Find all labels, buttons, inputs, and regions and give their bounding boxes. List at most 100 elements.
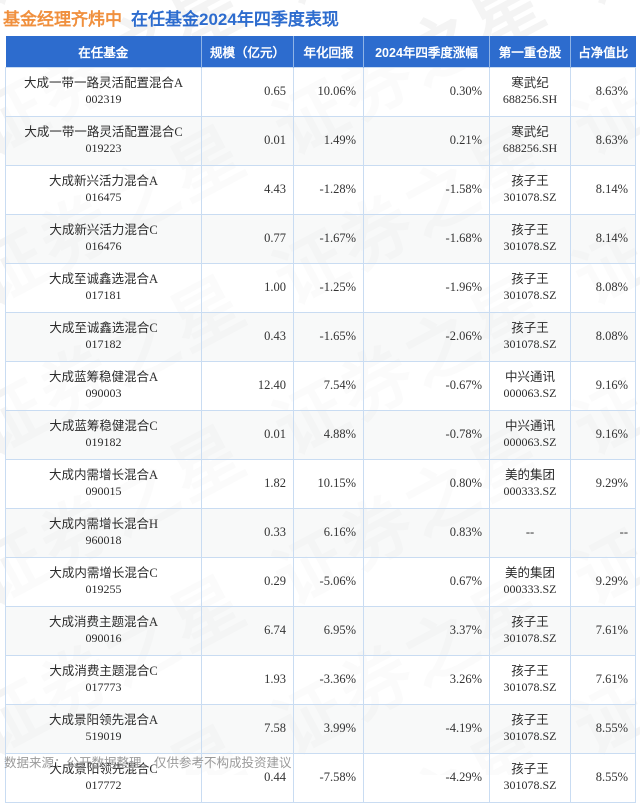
column-header-q4-change: 2024年四季度涨幅: [363, 36, 490, 67]
cell-fund-name[interactable]: 大成新兴活力混合A 016475: [5, 164, 202, 215]
table-row[interactable]: 大成蓝筹稳健混合C 019182 0.01 4.88% -0.78% 中兴通讯 000063…: [5, 409, 636, 460]
cell-annualized-return: 4.88%: [293, 409, 364, 460]
cell-fund-name[interactable]: 大成蓝筹稳健混合C 019182: [5, 409, 202, 460]
cell-q4-change: 0.67%: [363, 556, 490, 607]
top-stock-name-text: 孩子王: [511, 664, 549, 679]
cell-fund-name[interactable]: 大成消费主题混合C 017773: [5, 654, 202, 705]
cell-top-stock[interactable]: 美的集团 000333.SZ: [489, 458, 571, 509]
column-header-annualized: 年化回报: [293, 36, 364, 67]
top-stock-name-text: 孩子王: [511, 223, 549, 238]
cell-fund-name[interactable]: 大成一带一路灵活配置混合C 019223: [5, 115, 202, 166]
cell-top-stock[interactable]: 孩子王 301078.SZ: [489, 262, 571, 313]
cell-scale: 4.43: [201, 164, 294, 215]
cell-top-stock[interactable]: 孩子王 301078.SZ: [489, 213, 571, 264]
table-row[interactable]: 大成一带一路灵活配置混合A 002319 0.65 10.06% 0.30% 寒武纪 688…: [5, 66, 636, 117]
table-row[interactable]: 大成一带一路灵活配置混合C 019223 0.01 1.49% 0.21% 寒武纪 6882…: [5, 115, 636, 166]
top-stock-code-text: 301078.SZ: [503, 287, 557, 302]
cell-fund-name[interactable]: 大成至诚鑫选混合A 017181: [5, 262, 202, 313]
cell-scale: 0.43: [201, 311, 294, 362]
top-stock-name-text: 寒武纪: [511, 76, 549, 91]
fund-name-text: 大成新兴活力混合A: [48, 174, 159, 189]
cell-annualized-return: -7.58%: [293, 752, 364, 803]
top-stock-code-text: 301078.SZ: [503, 728, 557, 743]
cell-scale: 1.93: [201, 654, 294, 705]
cell-annualized-return: -1.25%: [293, 262, 364, 313]
table-row[interactable]: 大成至诚鑫选混合A 017181 1.00 -1.25% -1.96% 孩子王 301078…: [5, 262, 636, 313]
cell-scale: 0.01: [201, 115, 294, 166]
cell-scale: 1.82: [201, 458, 294, 509]
cell-net-value-pct: 8.14%: [570, 164, 636, 215]
table-header: 在任基金 规模（亿元） 年化回报 2024年四季度涨幅 第一重仓股 占净值比: [5, 36, 636, 67]
cell-top-stock[interactable]: 孩子王 301078.SZ: [489, 164, 571, 215]
fund-code-text: 016475: [85, 189, 122, 204]
cell-net-value-pct: 8.63%: [570, 66, 636, 117]
top-stock-name-text: 美的集团: [504, 566, 555, 581]
top-stock-code-text: 301078.SZ: [503, 238, 557, 253]
fund-name-text: 大成蓝筹稳健混合A: [48, 370, 159, 385]
table-body: 大成一带一路灵活配置混合A 002319 0.65 10.06% 0.30% 寒武纪 688…: [5, 66, 636, 803]
table-row[interactable]: 大成新兴活力混合A 016475 4.43 -1.28% -1.58% 孩子王 301078…: [5, 164, 636, 215]
column-header-top-stock: 第一重仓股: [489, 36, 571, 67]
cell-fund-name[interactable]: 大成消费主题混合A 090016: [5, 605, 202, 656]
cell-net-value-pct: 8.08%: [570, 311, 636, 362]
cell-top-stock[interactable]: 孩子王 301078.SZ: [489, 311, 571, 362]
cell-fund-name[interactable]: 大成一带一路灵活配置混合A 002319: [5, 66, 202, 117]
table-row[interactable]: 大成内需增长混合H 960018 0.33 6.16% 0.83% -- --: [5, 507, 636, 558]
cell-q4-change: -4.29%: [363, 752, 490, 803]
column-header-fund-name: 在任基金: [5, 36, 202, 67]
table-row[interactable]: 大成至诚鑫选混合C 017182 0.43 -1.65% -2.06% 孩子王 301078…: [5, 311, 636, 362]
cell-fund-name[interactable]: 大成至诚鑫选混合C 017182: [5, 311, 202, 362]
cell-net-value-pct: 9.16%: [570, 409, 636, 460]
fund-code-text: 960018: [85, 532, 122, 547]
top-stock-code-text: 301078.SZ: [503, 777, 557, 792]
table-row[interactable]: 大成消费主题混合C 017773 1.93 -3.36% 3.26% 孩子王 301078.…: [5, 654, 636, 705]
cell-annualized-return: -1.65%: [293, 311, 364, 362]
cell-annualized-return: 6.16%: [293, 507, 364, 558]
cell-q4-change: 0.30%: [363, 66, 490, 117]
table-row[interactable]: 大成消费主题混合A 090016 6.74 6.95% 3.37% 孩子王 301078.S…: [5, 605, 636, 656]
cell-top-stock[interactable]: 美的集团 000333.SZ: [489, 556, 571, 607]
cell-top-stock[interactable]: 孩子王 301078.SZ: [489, 703, 571, 754]
fund-name-text: 大成内需增长混合H: [48, 517, 159, 532]
cell-fund-name[interactable]: 大成内需增长混合A 090015: [5, 458, 202, 509]
cell-scale: 0.77: [201, 213, 294, 264]
fund-name-text: 大成一带一路灵活配置混合A: [23, 76, 184, 91]
cell-annualized-return: 1.49%: [293, 115, 364, 166]
top-stock-code-text: 688256.SH: [502, 91, 558, 106]
cell-top-stock[interactable]: --: [489, 507, 571, 558]
cell-fund-name[interactable]: 大成内需增长混合C 019255: [5, 556, 202, 607]
cell-scale: 6.74: [201, 605, 294, 656]
fund-name-text: 大成内需增长混合A: [48, 468, 159, 483]
cell-scale: 1.00: [201, 262, 294, 313]
fund-code-text: 017772: [85, 777, 122, 792]
top-stock-name-text: 孩子王: [511, 272, 549, 287]
top-stock-name-text: 中兴通讯: [504, 419, 555, 434]
cell-fund-name[interactable]: 大成蓝筹稳健混合A 090003: [5, 360, 202, 411]
cell-net-value-pct: 9.16%: [570, 360, 636, 411]
fund-name-text: 大成至诚鑫选混合A: [48, 272, 159, 287]
table-row[interactable]: 大成蓝筹稳健混合A 090003 12.40 7.54% -0.67% 中兴通讯 00006…: [5, 360, 636, 411]
column-header-net-value-pct: 占净值比: [570, 36, 636, 67]
top-stock-name-text: --: [525, 525, 535, 540]
cell-top-stock[interactable]: 孩子王 301078.SZ: [489, 752, 571, 803]
cell-top-stock[interactable]: 寒武纪 688256.SH: [489, 66, 571, 117]
cell-annualized-return: -1.28%: [293, 164, 364, 215]
top-stock-name-text: 寒武纪: [511, 125, 549, 140]
cell-fund-name[interactable]: 大成景阳领先混合A 519019: [5, 703, 202, 754]
table-row[interactable]: 大成景阳领先混合A 519019 7.58 3.99% -4.19% 孩子王 301078.…: [5, 703, 636, 754]
fund-name-text: 大成消费主题混合C: [49, 664, 158, 679]
table-row[interactable]: 大成新兴活力混合C 016476 0.77 -1.67% -1.68% 孩子王 301078…: [5, 213, 636, 264]
cell-fund-name[interactable]: 大成内需增长混合H 960018: [5, 507, 202, 558]
cell-net-value-pct: 8.55%: [570, 703, 636, 754]
cell-top-stock[interactable]: 孩子王 301078.SZ: [489, 605, 571, 656]
cell-top-stock[interactable]: 中兴通讯 000063.SZ: [489, 409, 571, 460]
cell-net-value-pct: 7.61%: [570, 605, 636, 656]
cell-top-stock[interactable]: 寒武纪 688256.SH: [489, 115, 571, 166]
fund-name-text: 大成景阳领先混合A: [48, 713, 159, 728]
cell-fund-name[interactable]: 大成新兴活力混合C 016476: [5, 213, 202, 264]
cell-top-stock[interactable]: 中兴通讯 000063.SZ: [489, 360, 571, 411]
table-row[interactable]: 大成内需增长混合A 090015 1.82 10.15% 0.80% 美的集团 000333…: [5, 458, 636, 509]
cell-top-stock[interactable]: 孩子王 301078.SZ: [489, 654, 571, 705]
table-row[interactable]: 大成内需增长混合C 019255 0.29 -5.06% 0.67% 美的集团 000333…: [5, 556, 636, 607]
fund-code-text: 019255: [85, 581, 122, 596]
